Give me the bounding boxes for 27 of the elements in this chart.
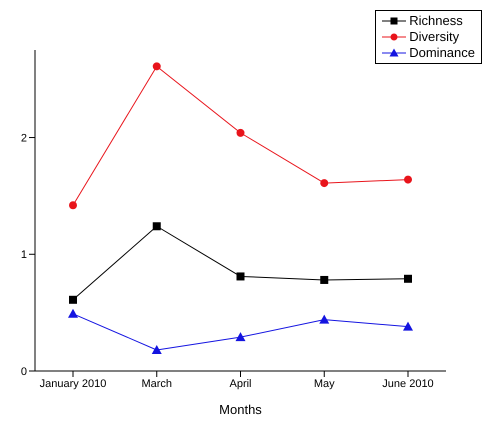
y-tick-label: 0: [20, 366, 27, 378]
point: [69, 296, 77, 304]
y-tick-label: 1: [20, 249, 27, 262]
point: [403, 322, 413, 331]
legend-label: Dominance: [409, 45, 475, 61]
x-tick-label: June 2010: [382, 378, 434, 390]
x-tick-label: March: [141, 378, 172, 390]
x-axis-title: Months: [219, 402, 262, 417]
point: [236, 272, 244, 280]
point: [404, 274, 412, 283]
point: [320, 276, 328, 284]
point: [69, 201, 77, 210]
y-tick-label: 2: [20, 132, 27, 144]
point: [152, 344, 162, 354]
point: [236, 332, 246, 342]
point: [404, 176, 412, 184]
legend-label: Richness: [409, 13, 463, 29]
point: [236, 128, 244, 137]
x-tick-label: April: [229, 378, 252, 390]
point: [152, 222, 161, 230]
x-tick-label: May: [314, 378, 336, 390]
point: [152, 62, 161, 70]
x-tick-label: January 2010: [40, 378, 106, 390]
legend-label: Diversity: [409, 29, 460, 45]
point: [319, 314, 330, 324]
point: [320, 179, 328, 188]
point: [68, 308, 78, 318]
